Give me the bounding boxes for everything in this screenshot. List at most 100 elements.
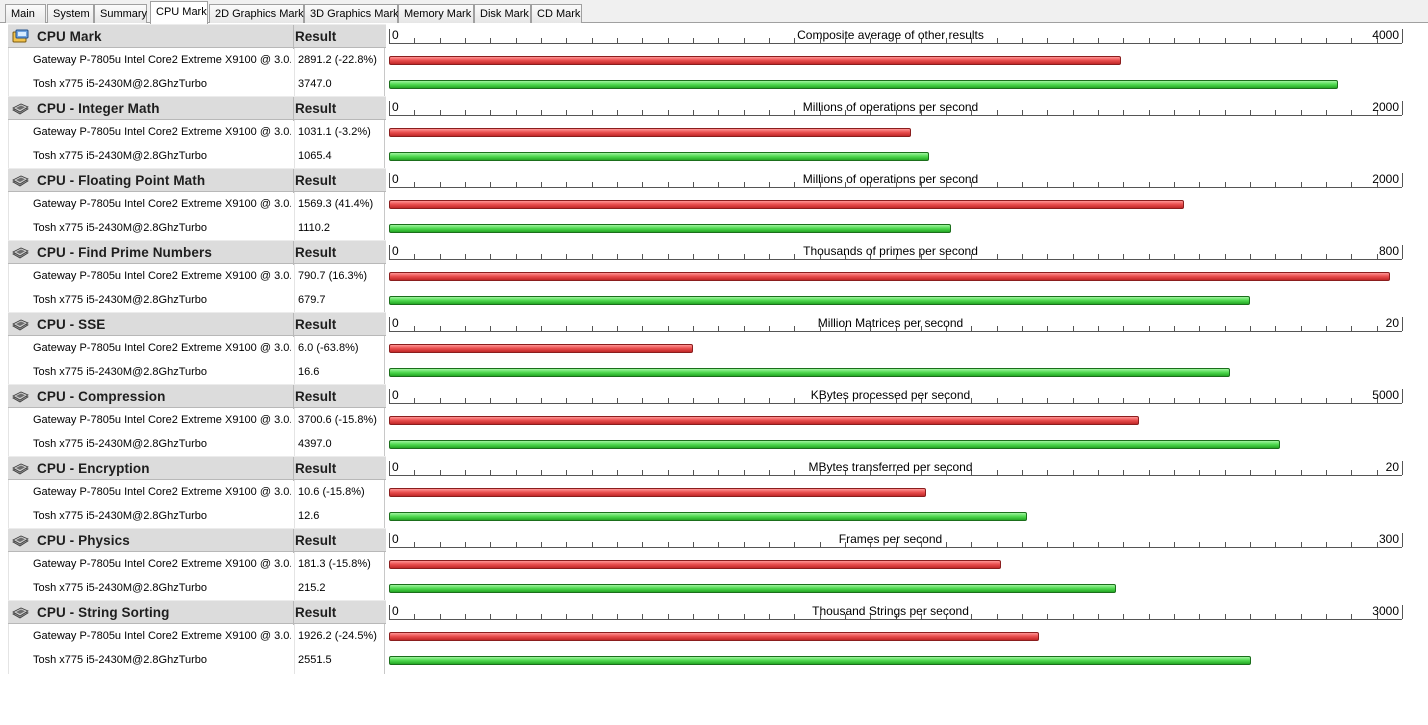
machine-name: Tosh x775 i5-2430M@2.8GhzTurbo [33, 582, 208, 594]
section-title: CPU - Compression [37, 389, 166, 404]
gateway-result-bar [389, 128, 911, 137]
gateway-result-bar [389, 632, 1039, 641]
chart-axes [389, 29, 1403, 620]
result-column-header: Result [295, 101, 337, 116]
section-header-cpu-compression: CPU - Compression Result [8, 384, 386, 409]
axis-unit-label: KBytes processed per second [810, 388, 971, 402]
axis-max-label: 2000 [1372, 100, 1399, 114]
machine-name: Gateway P-7805u Intel Core2 Extreme X910… [33, 342, 291, 354]
result-column-header: Result [295, 461, 337, 476]
section-title: CPU - Find Prime Numbers [37, 245, 212, 260]
processor-chip-icon [12, 605, 29, 619]
axis-max-label: 300 [1378, 532, 1399, 546]
section-title: CPU - SSE [37, 317, 106, 332]
tab-cpu-mark[interactable]: CPU Mark [150, 1, 208, 24]
tab-disk-mark[interactable]: Disk Mark [474, 4, 531, 23]
tab-summary[interactable]: Summary [94, 4, 147, 23]
tosh-result-bar [389, 584, 1116, 593]
result-value: 4397.0 [298, 438, 332, 450]
result-value: 1065.4 [298, 150, 332, 162]
machine-name: Gateway P-7805u Intel Core2 Extreme X910… [33, 54, 291, 66]
axis-min-label: 0 [392, 100, 399, 114]
header-divider [293, 601, 294, 625]
axis-unit-label: MBytes transferred per second [808, 460, 973, 474]
machine-name: Gateway P-7805u Intel Core2 Extreme X910… [33, 630, 291, 642]
section-header-cpu-sse: CPU - SSE Result [8, 312, 386, 337]
header-divider [293, 97, 294, 121]
header-divider [293, 241, 294, 265]
axis-unit-label: Million Matrices per second [817, 316, 964, 330]
results-table: CPU Mark Result Gateway P-7805u Intel Core… [6, 24, 386, 725]
result-column-header: Result [295, 173, 337, 188]
header-divider [293, 25, 294, 49]
machine-name: Gateway P-7805u Intel Core2 Extreme X910… [33, 126, 291, 138]
section-header-cpu-integer-math: CPU - Integer Math Result [8, 96, 386, 121]
result-column-header: Result [295, 245, 337, 260]
axis-min-label: 0 [392, 28, 399, 42]
section-header-cpu-string-sorting: CPU - String Sorting Result [8, 600, 386, 625]
result-value: 1926.2 (-24.5%) [298, 630, 377, 642]
section-header-cpu-physics: CPU - Physics Result [8, 528, 386, 553]
machine-name: Tosh x775 i5-2430M@2.8GhzTurbo [33, 366, 208, 378]
axis-min-label: 0 [392, 604, 399, 618]
processor-chip-icon [12, 173, 29, 187]
processor-chip-icon [12, 101, 29, 115]
axis-min-label: 0 [392, 388, 399, 402]
axis-unit-label: Thousand Strings per second [812, 604, 969, 618]
machine-name: Tosh x775 i5-2430M@2.8GhzTurbo [33, 150, 208, 162]
machine-name: Tosh x775 i5-2430M@2.8GhzTurbo [33, 510, 208, 522]
machine-name: Gateway P-7805u Intel Core2 Extreme X910… [33, 270, 291, 282]
machine-name: Tosh x775 i5-2430M@2.8GhzTurbo [33, 654, 208, 666]
machine-name: Tosh x775 i5-2430M@2.8GhzTurbo [33, 78, 208, 90]
axis-max-label: 20 [1385, 316, 1399, 330]
section-title: CPU - Encryption [37, 461, 150, 476]
result-value: 1110.2 [298, 222, 331, 234]
header-divider [293, 385, 294, 409]
machine-name: Tosh x775 i5-2430M@2.8GhzTurbo [33, 438, 208, 450]
section-title: CPU Mark [37, 29, 102, 44]
tab-strip: Main System Summary CPU Mark 2D Graphics Mar… [0, 0, 1428, 24]
axis-min-label: 0 [392, 244, 399, 258]
header-divider [293, 457, 294, 481]
tab-memory-mark[interactable]: Memory Mark [398, 4, 474, 23]
chart-column-divider [384, 24, 385, 674]
result-column-header: Result [295, 29, 337, 44]
result-value: 10.6 (-15.8%) [298, 486, 365, 498]
tab-3d-graphics-mark[interactable]: 3D Graphics Mark [304, 4, 399, 23]
tab-2d-graphics-mark[interactable]: 2D Graphics Mark [209, 4, 304, 23]
result-value: 679.7 [298, 294, 326, 306]
tosh-result-bar [389, 152, 929, 161]
machine-name: Gateway P-7805u Intel Core2 Extreme X910… [33, 558, 291, 570]
tab-system[interactable]: System [47, 4, 94, 23]
axis-unit-label: Composite average of other results [797, 28, 984, 42]
result-value: 181.3 (-15.8%) [298, 558, 371, 570]
gateway-result-bar [389, 344, 693, 353]
gateway-result-bar [389, 272, 1390, 281]
tosh-result-bar [389, 440, 1280, 449]
axis-unit-label: Thousands of primes per second [803, 244, 978, 258]
tab-cd-mark[interactable]: CD Mark [531, 4, 582, 23]
section-header-cpu-encryption: CPU - Encryption Result [8, 456, 386, 481]
result-value: 790.7 (16.3%) [298, 270, 368, 282]
axis-max-label: 20 [1385, 460, 1399, 474]
section-title: CPU - Physics [37, 533, 130, 548]
tosh-result-bar [389, 512, 1027, 521]
result-value: 3747.0 [298, 78, 332, 90]
tab-main[interactable]: Main [5, 4, 46, 23]
axis-min-label: 0 [392, 316, 399, 330]
header-divider [293, 313, 294, 337]
tosh-result-bar [389, 296, 1250, 305]
result-column-header: Result [295, 605, 337, 620]
cpu-mark-results-panel: CPU Mark Result Gateway P-7805u Intel Core… [6, 24, 1428, 725]
result-value: 2551.5 [298, 654, 332, 666]
result-column-header: Result [295, 533, 337, 548]
axis-max-label: 3000 [1372, 604, 1399, 618]
machine-name: Gateway P-7805u Intel Core2 Extreme X910… [33, 198, 291, 210]
section-header-cpu-floating-point-math: CPU - Floating Point Math Result [8, 168, 386, 193]
axis-max-label: 800 [1378, 244, 1399, 258]
tosh-result-bar [389, 368, 1230, 377]
section-title: CPU - Floating Point Math [37, 173, 206, 188]
result-column-divider [294, 24, 295, 674]
axis-unit-label: Millions of operations per second [802, 172, 979, 186]
machine-name: Gateway P-7805u Intel Core2 Extreme X910… [33, 486, 291, 498]
